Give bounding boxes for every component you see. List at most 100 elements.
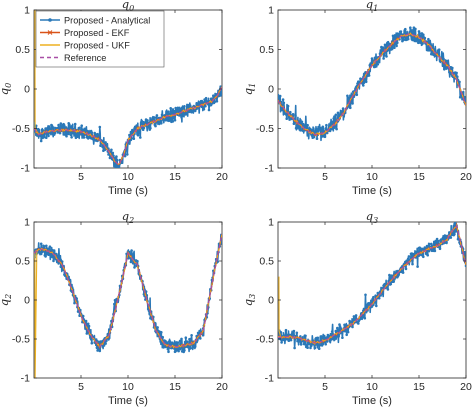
series-analytical-point	[56, 254, 60, 258]
series-analytical-point	[87, 324, 91, 328]
series-analytical-point	[338, 323, 341, 326]
series-analytical-point	[281, 98, 285, 101]
series-analytical-point	[404, 27, 407, 31]
series-analytical-point	[50, 252, 53, 256]
x-tick-label: 10	[122, 171, 134, 183]
series-analytical-point	[51, 249, 55, 252]
series-analytical-point	[414, 39, 418, 43]
series-analytical-point	[411, 38, 414, 42]
series-analytical-point	[379, 294, 383, 297]
series-analytical-point	[125, 148, 128, 152]
series-analytical-point	[449, 236, 453, 239]
series-analytical-point	[168, 112, 172, 116]
series-analytical-point	[313, 346, 317, 350]
series-analytical-point	[453, 233, 456, 236]
series-analytical-point	[373, 56, 377, 60]
series-analytical-point	[364, 293, 367, 297]
series-analytical-point	[115, 158, 119, 162]
series-analytical-point	[335, 127, 338, 131]
series-analytical-point	[284, 328, 288, 332]
series-analytical-point	[76, 135, 79, 138]
series-analytical-point	[285, 117, 289, 120]
series-analytical-point	[45, 244, 48, 248]
series-analytical-point	[369, 301, 372, 305]
series-analytical-point	[142, 126, 146, 130]
data-layer	[278, 222, 466, 351]
subplot-title: q0	[122, 0, 134, 13]
series-analytical-point	[391, 34, 395, 38]
subplot-title: q1	[366, 0, 378, 13]
series-analytical-point	[463, 250, 466, 254]
series-analytical-point	[94, 139, 98, 142]
y-tick-label: 0	[268, 295, 274, 307]
series-analytical-point	[131, 262, 135, 265]
series-analytical-point	[405, 259, 409, 263]
series-analytical-point	[75, 297, 78, 300]
series-analytical-point	[427, 242, 431, 246]
series-analytical-point	[416, 265, 419, 268]
series-analytical-point	[306, 123, 309, 127]
series-analytical-point	[67, 122, 70, 125]
series-analytical-point	[315, 137, 319, 140]
series-analytical-point	[311, 136, 315, 139]
x-tick-label: 20	[460, 381, 472, 393]
series-analytical-point	[163, 339, 167, 343]
series-analytical-point	[302, 342, 306, 346]
series-analytical-point	[186, 106, 189, 109]
series-analytical-point	[297, 340, 301, 343]
x-axis-label: Time (s)	[352, 185, 392, 197]
series-analytical-point	[186, 103, 190, 107]
series-analytical-point	[37, 127, 40, 131]
series-analytical-point	[167, 119, 171, 122]
series-analytical-point	[99, 144, 102, 147]
legend-label: Reference	[64, 53, 106, 63]
series-analytical-point	[294, 114, 297, 118]
series-analytical-point	[386, 288, 390, 291]
series-analytical-point	[325, 123, 328, 127]
series-analytical-point	[390, 274, 393, 278]
series-analytical-point	[346, 330, 350, 334]
series-analytical-point	[418, 32, 422, 35]
series-analytical-point	[451, 66, 454, 70]
series-analytical-point	[316, 336, 320, 340]
series-analytical-point	[345, 333, 349, 337]
series-analytical-point	[384, 46, 388, 49]
series-analytical-point	[455, 71, 458, 75]
series-analytical-point	[304, 334, 307, 338]
subplot-q2: 5 10 15 20 -1 -0.5 0 0.5 1 Time (s) q2 q2	[0, 209, 228, 407]
series-analytical-point	[186, 340, 189, 344]
series-analytical-point	[324, 342, 328, 346]
series-analytical-point	[293, 346, 296, 350]
series-analytical-point	[314, 130, 317, 134]
series-analytical-point	[286, 104, 290, 108]
x-axis-label: Time (s)	[108, 185, 148, 197]
subplot-q1: 5 10 15 20 -1 -0.5 0 0.5 1 Time (s) q1 q1	[241, 0, 472, 197]
series-analytical-point	[133, 266, 136, 269]
series-analytical-point	[167, 350, 170, 354]
series-analytical-point	[396, 274, 400, 278]
series-analytical-point	[55, 252, 58, 256]
series-analytical-point	[169, 107, 172, 110]
series-analytical-point	[190, 110, 193, 114]
series-analytical-point	[57, 123, 60, 127]
series-analytical-point	[183, 105, 186, 108]
series-analytical-point	[388, 273, 391, 277]
series-analytical-point	[383, 43, 387, 47]
series-analytical-point	[335, 334, 338, 338]
data-layer	[34, 233, 222, 378]
series-analytical-point	[423, 36, 427, 40]
subplot-title: q3	[366, 209, 378, 225]
series-analytical-point	[131, 128, 134, 132]
series-analytical-point	[318, 343, 322, 347]
y-axis-label: q2	[0, 294, 13, 306]
series-analytical-point	[422, 255, 425, 259]
series-analytical-point	[346, 96, 350, 99]
series-analytical-point	[351, 325, 354, 329]
series-analytical-point	[364, 80, 368, 84]
series-analytical-point	[320, 335, 323, 338]
series-analytical-point	[370, 57, 374, 60]
series-analytical-point	[105, 143, 108, 147]
series-analytical-point	[173, 118, 177, 122]
series-analytical-point	[113, 302, 116, 306]
y-tick-label: 0	[24, 84, 30, 96]
